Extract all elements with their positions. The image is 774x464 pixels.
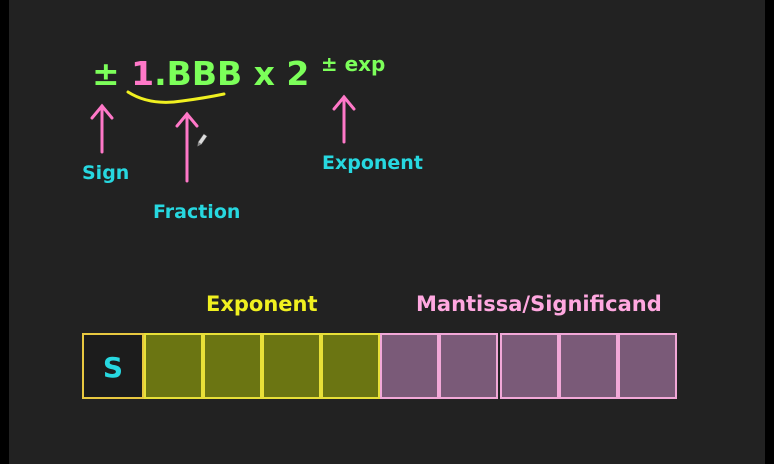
sign-label: Sign	[82, 162, 130, 184]
formula-leading-one: 1	[131, 54, 155, 93]
formula-sign: ±	[92, 54, 120, 93]
exponent-field-label: Exponent	[206, 292, 318, 316]
exponent-bit-cell	[262, 333, 321, 399]
formula-fraction: .BBB x 2	[154, 54, 310, 93]
mantissa-field-label: Mantissa/Significand	[416, 292, 662, 316]
float-formula: ± 1.BBB x 2 ± exp	[92, 52, 386, 93]
sign-bit-letter: S	[102, 351, 124, 384]
mantissa-bit-cell	[618, 333, 677, 399]
mantissa-bit-cell	[380, 333, 439, 399]
exponent-bit-cell	[144, 333, 203, 399]
fraction-arrow	[175, 111, 199, 183]
exponent-bit-cell	[321, 333, 380, 399]
formula-exponent: ± exp	[320, 52, 386, 76]
exponent-bit-cell	[203, 333, 262, 399]
exponent-label: Exponent	[322, 152, 423, 174]
fraction-label: Fraction	[153, 201, 241, 223]
fraction-underline	[126, 90, 226, 104]
pencil-cursor-icon	[197, 133, 208, 147]
sign-bit-cell: S	[82, 333, 144, 399]
mantissa-bit-cell	[500, 333, 559, 399]
exponent-arrow	[332, 94, 356, 144]
sign-arrow	[90, 103, 114, 154]
mantissa-bit-cell	[439, 333, 498, 399]
mantissa-bit-cell	[559, 333, 618, 399]
